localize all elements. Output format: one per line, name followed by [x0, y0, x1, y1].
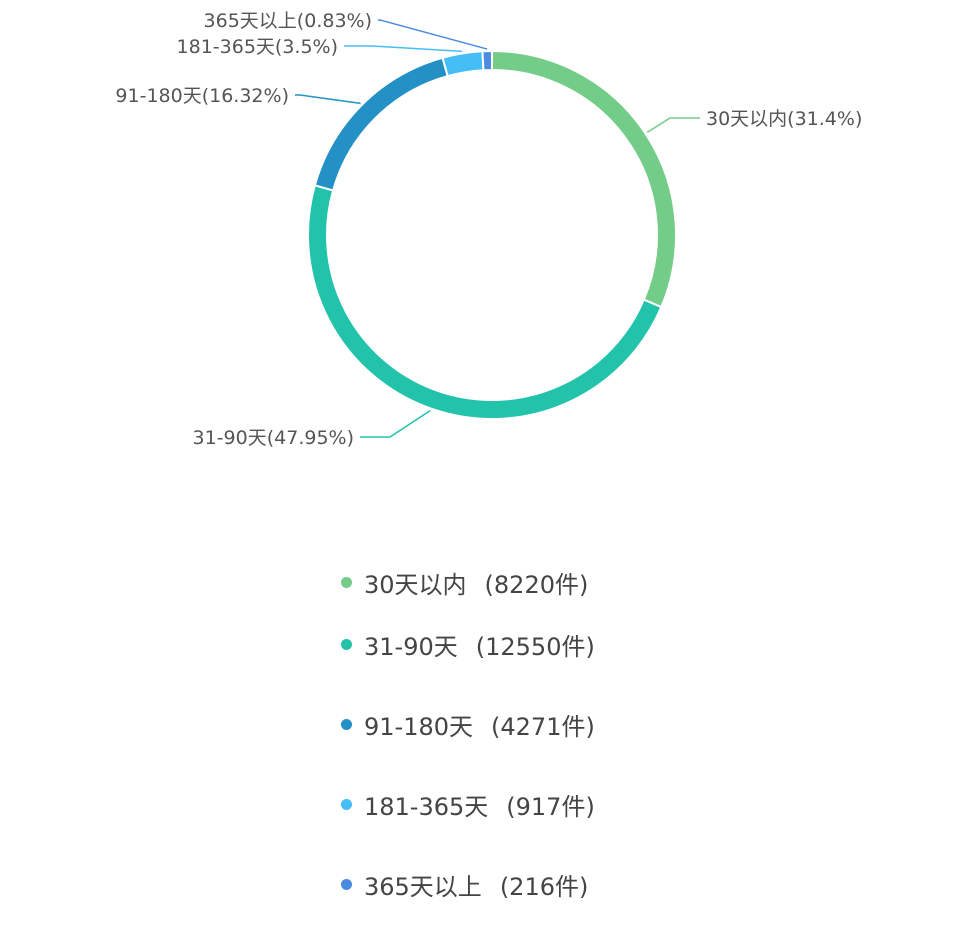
- legend-dot-icon: [341, 718, 352, 730]
- callout-labels: 30天以内(31.4%) 31-90天(47.95%) 91-180天(16.32%…: [115, 10, 862, 449]
- legend-label: 365天以上: [364, 872, 482, 901]
- legend-item-91-180days[interactable]: 91-180天 (4271件): [341, 684, 841, 764]
- legend-count: (12550件): [475, 632, 595, 661]
- callout-line-over-365days: [378, 19, 488, 50]
- legend: 30天以内 (8220件) 31-90天 (12550件) 91-180天 (4…: [341, 560, 841, 924]
- callout-label-181-365days: 181-365天(3.5%): [177, 36, 338, 58]
- legend-item-31-90days[interactable]: 31-90天 (12550件): [341, 604, 841, 684]
- legend-label: 181-365天: [364, 792, 489, 821]
- donut-chart: 30天以内(31.4%) 31-90天(47.95%) 91-180天(16.32%…: [115, 10, 862, 449]
- legend-label: 91-180天: [364, 712, 474, 741]
- legend-dot-icon: [341, 576, 352, 588]
- slice-over-365days[interactable]: [481, 49, 493, 72]
- callout-line-30days: [646, 117, 700, 134]
- legend-label: 30天以内: [364, 570, 467, 599]
- slice-30days[interactable]: [491, 49, 677, 309]
- legend-count: (4271件): [491, 712, 595, 741]
- callout-label-30days: 30天以内(31.4%): [706, 108, 862, 130]
- callout-line-91-180days: [295, 94, 361, 105]
- legend-count: (917件): [506, 792, 595, 821]
- callout-label-31-90days: 31-90天(47.95%): [193, 427, 354, 449]
- callout-line-31-90days: [360, 409, 431, 438]
- legend-label: 31-90天: [364, 632, 458, 661]
- legend-item-30days[interactable]: 30天以内 (8220件): [341, 560, 841, 604]
- slice-31-90days[interactable]: [307, 184, 663, 420]
- slice-91-180days[interactable]: [313, 56, 449, 192]
- legend-count: (8220件): [484, 570, 589, 599]
- callout-label-91-180days: 91-180天(16.32%): [115, 85, 289, 107]
- legend-item-over-365days[interactable]: 365天以上 (216件): [341, 844, 841, 924]
- legend-item-181-365days[interactable]: 181-365天 (917件): [341, 764, 841, 844]
- legend-dot-icon: [341, 878, 352, 890]
- callout-label-over-365days: 365天以上(0.83%): [204, 10, 372, 32]
- slice-181-365days[interactable]: [441, 50, 485, 78]
- callout-line-181-365days: [344, 45, 463, 53]
- legend-dot-icon: [341, 798, 352, 810]
- legend-dot-icon: [341, 638, 352, 650]
- donut-slices: [307, 49, 677, 420]
- legend-count: (216件): [499, 872, 589, 901]
